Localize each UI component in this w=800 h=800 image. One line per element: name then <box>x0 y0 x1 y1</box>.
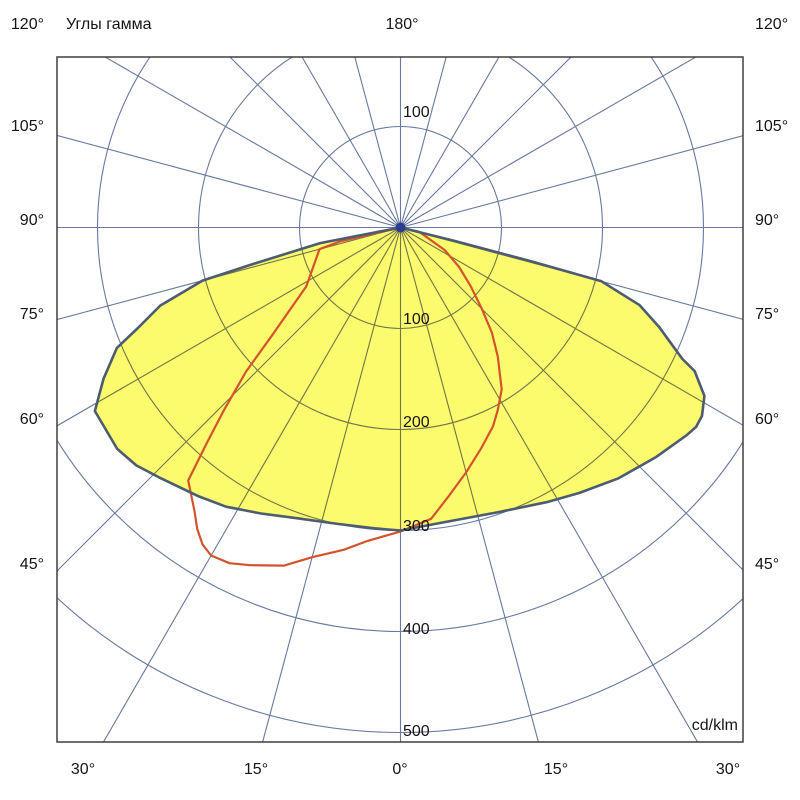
intensity-circle-500 <box>57 596 743 733</box>
gamma-label-left-60: 60° <box>19 411 44 428</box>
gamma-ray-195deg <box>201 227 402 228</box>
radial-tick-400: 400 <box>403 621 430 638</box>
gamma-label-bottom-1: 15° <box>243 761 269 778</box>
gamma-ray-210deg <box>301 57 401 228</box>
gamma-ray-60deg <box>400 227 705 531</box>
units-label: cd/klm <box>691 717 738 734</box>
gamma-ray-240deg <box>104 57 401 228</box>
gamma-label-bottom-2: 0° <box>392 761 408 778</box>
radial-tick-100: 100 <box>403 311 430 328</box>
distribution-outline <box>93 226 706 532</box>
intensity-circle-200 <box>197 227 604 431</box>
gamma-ray-165deg <box>399 227 600 228</box>
gamma-ray-30deg <box>400 227 705 531</box>
gamma-label-right-90: 90° <box>755 212 780 229</box>
gamma-label-left-45: 45° <box>19 556 44 573</box>
gamma-ray-285deg <box>94 227 401 427</box>
radial-tick-upper-100: 100 <box>403 104 430 121</box>
gamma-ray-225deg <box>229 57 401 228</box>
gamma-ray-165deg <box>399 57 447 228</box>
gamma-ray-195deg <box>354 57 402 228</box>
gamma-ray-300deg <box>94 227 401 531</box>
intensity-circle-100 <box>298 227 503 330</box>
distribution-curve-red <box>187 226 503 567</box>
gamma-ray-105deg <box>400 135 743 229</box>
gamma-label-bottom-3: 15° <box>543 761 569 778</box>
gamma-label-left-75: 75° <box>19 306 44 323</box>
radial-tick-300: 300 <box>403 518 430 535</box>
polar-center-dot <box>395 222 406 233</box>
radial-tick-200: 200 <box>403 414 430 431</box>
gamma-label-top-180: 180° <box>385 16 419 33</box>
gamma-ray-15deg <box>399 227 600 531</box>
gamma-ray-135deg <box>400 57 572 228</box>
gamma-label-right-45: 45° <box>755 556 780 573</box>
gamma-ray-150deg <box>400 57 500 228</box>
gamma-label-left-90: 90° <box>19 212 44 229</box>
chart-frame <box>56 56 744 743</box>
intensity-circle-400 <box>57 438 743 632</box>
gamma-label-right-105: 105° <box>755 118 789 135</box>
radial-tick-500: 500 <box>403 723 430 740</box>
gamma-ray-210deg <box>94 227 401 228</box>
gamma-ray-330deg <box>94 227 401 531</box>
chart-title: Углы гамма <box>66 16 152 33</box>
gamma-label-right-75: 75° <box>755 306 780 323</box>
gamma-label-right-120: 120° <box>755 16 789 33</box>
gamma-ray-255deg <box>57 134 401 229</box>
gamma-label-left-120: 120° <box>10 16 44 33</box>
gamma-label-left-105: 105° <box>10 118 44 135</box>
gamma-ray-345deg <box>201 227 402 531</box>
distribution-fill-yellow <box>94 227 705 531</box>
gamma-ray-150deg <box>400 227 705 228</box>
gamma-label-bottom-4: 30° <box>715 761 741 778</box>
gamma-ray-120deg <box>400 57 697 228</box>
gamma-label-right-60: 60° <box>755 411 780 428</box>
gamma-label-bottom-0: 30° <box>70 761 96 778</box>
